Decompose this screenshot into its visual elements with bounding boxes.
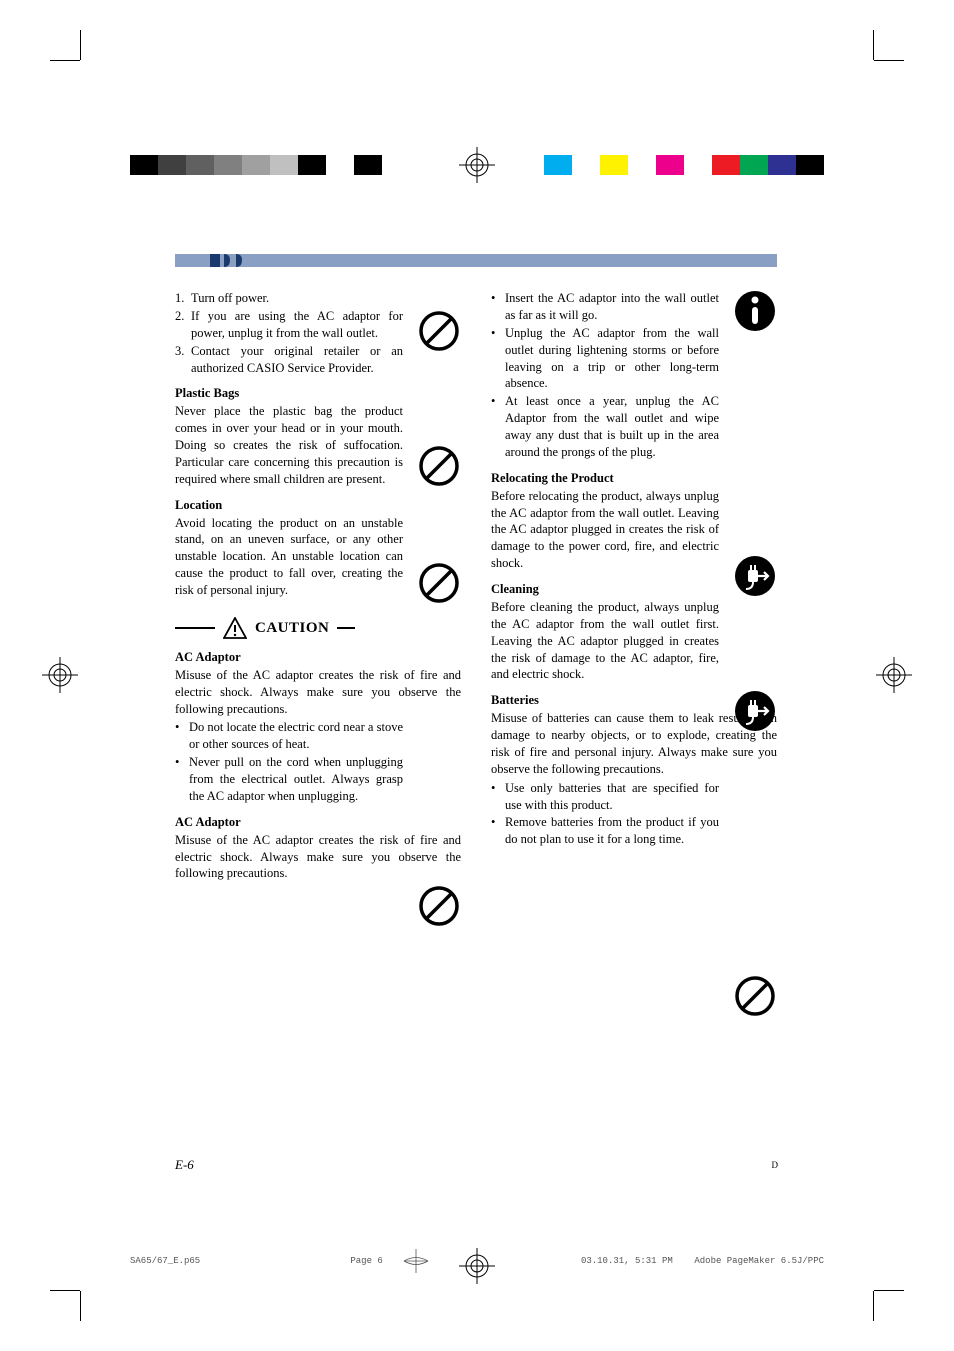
heading-ac-adaptor: AC Adaptor: [175, 814, 461, 831]
body-text: Avoid locating the product on an unstabl…: [175, 515, 403, 599]
heading-ac-adaptor: AC Adaptor: [175, 649, 461, 666]
color-bar-left: [130, 155, 410, 175]
color-swatch: [544, 155, 572, 175]
body-text: Misuse of the AC adaptor creates the ris…: [175, 832, 461, 883]
body-text: Never place the plastic bag the product …: [175, 403, 403, 487]
registration-mark-icon: [40, 655, 80, 695]
list-item: •Do not locate the electric cord near a …: [175, 719, 403, 753]
color-swatch: [382, 155, 410, 175]
color-swatch: [796, 155, 824, 175]
color-swatch: [186, 155, 214, 175]
prohibit-icon: [418, 562, 460, 604]
heading-relocating: Relocating the Product: [491, 470, 719, 487]
crop-mark: [874, 1290, 904, 1291]
list-item: •Use only batteries that are specified f…: [491, 780, 719, 814]
heading-location: Location: [175, 497, 403, 514]
bullet-list: •Insert the AC adaptor into the wall out…: [491, 290, 719, 461]
color-swatch: [130, 155, 158, 175]
bullet-list: •Use only batteries that are specified f…: [491, 780, 719, 849]
crop-mark: [873, 1291, 874, 1321]
registration-mark-icon: [457, 145, 497, 185]
fold-mark-icon: [401, 1246, 431, 1276]
color-swatch: [158, 155, 186, 175]
list-item: •Insert the AC adaptor into the wall out…: [491, 290, 719, 324]
body-text: Misuse of the AC adaptor creates the ris…: [175, 667, 461, 718]
warning-triangle-icon: [223, 617, 247, 639]
color-swatch: [600, 155, 628, 175]
mandatory-icon: [734, 290, 776, 332]
color-swatch: [572, 155, 600, 175]
heading-cleaning: Cleaning: [491, 581, 719, 598]
list-item: 2.If you are using the AC adaptor for po…: [175, 308, 403, 342]
color-swatch: [768, 155, 796, 175]
crop-mark: [50, 1290, 80, 1291]
color-swatch: [712, 155, 740, 175]
list-item: •Remove batteries from the product if yo…: [491, 814, 719, 848]
unplug-icon: [734, 690, 776, 732]
footer-page: Page 6: [350, 1256, 382, 1266]
list-item: •Unplug the AC adaptor from the wall out…: [491, 325, 719, 393]
crop-mark: [80, 1291, 81, 1321]
prepress-footer: SA65/67_E.p65 Page 6 03.10.31, 5:31 PM A…: [130, 1246, 824, 1276]
color-bar-right: [544, 155, 824, 175]
color-swatch: [298, 155, 326, 175]
prohibit-icon: [418, 885, 460, 927]
list-item: •At least once a year, unplug the AC Ada…: [491, 393, 719, 461]
caution-rule: [175, 627, 215, 629]
d-mark: D: [772, 1160, 779, 1170]
crop-mark: [873, 30, 874, 60]
bullet-list: •Do not locate the electric cord near a …: [175, 719, 403, 804]
prohibit-icon: [418, 445, 460, 487]
color-swatch: [326, 155, 354, 175]
header-band: [175, 254, 777, 267]
list-item: •Never pull on the cord when unplugging …: [175, 754, 403, 805]
color-swatch: [684, 155, 712, 175]
color-swatch: [270, 155, 298, 175]
content-area: 1.Turn off power. 2.If you are using the…: [175, 290, 777, 884]
color-swatch: [740, 155, 768, 175]
caution-label: CAUTION: [255, 618, 329, 638]
prohibit-icon: [734, 975, 776, 1017]
body-text: Before relocating the product, always un…: [491, 488, 719, 572]
prohibit-icon: [418, 310, 460, 352]
list-item: 3.Contact your original retailer or an a…: [175, 343, 403, 377]
numbered-steps: 1.Turn off power. 2.If you are using the…: [175, 290, 403, 376]
crop-mark: [50, 60, 80, 61]
footer-app: Adobe PageMaker 6.5J/PPC: [694, 1256, 824, 1266]
color-swatch: [656, 155, 684, 175]
heading-plastic-bags: Plastic Bags: [175, 385, 403, 402]
body-text: Before cleaning the product, always unpl…: [491, 599, 719, 683]
caution-rule: [337, 627, 355, 629]
color-swatch: [214, 155, 242, 175]
header-accent-icon: [210, 250, 250, 270]
unplug-icon: [734, 555, 776, 597]
footer-datetime: 03.10.31, 5:31 PM: [581, 1256, 673, 1266]
color-swatch: [628, 155, 656, 175]
color-swatch: [242, 155, 270, 175]
crop-mark: [874, 60, 904, 61]
footer-filename: SA65/67_E.p65: [130, 1256, 200, 1266]
caution-banner: CAUTION: [175, 617, 461, 639]
registration-mark-icon: [874, 655, 914, 695]
crop-mark: [80, 30, 81, 60]
page-number: E-6: [175, 1157, 194, 1173]
color-swatch: [354, 155, 382, 175]
list-item: 1.Turn off power.: [175, 290, 403, 307]
